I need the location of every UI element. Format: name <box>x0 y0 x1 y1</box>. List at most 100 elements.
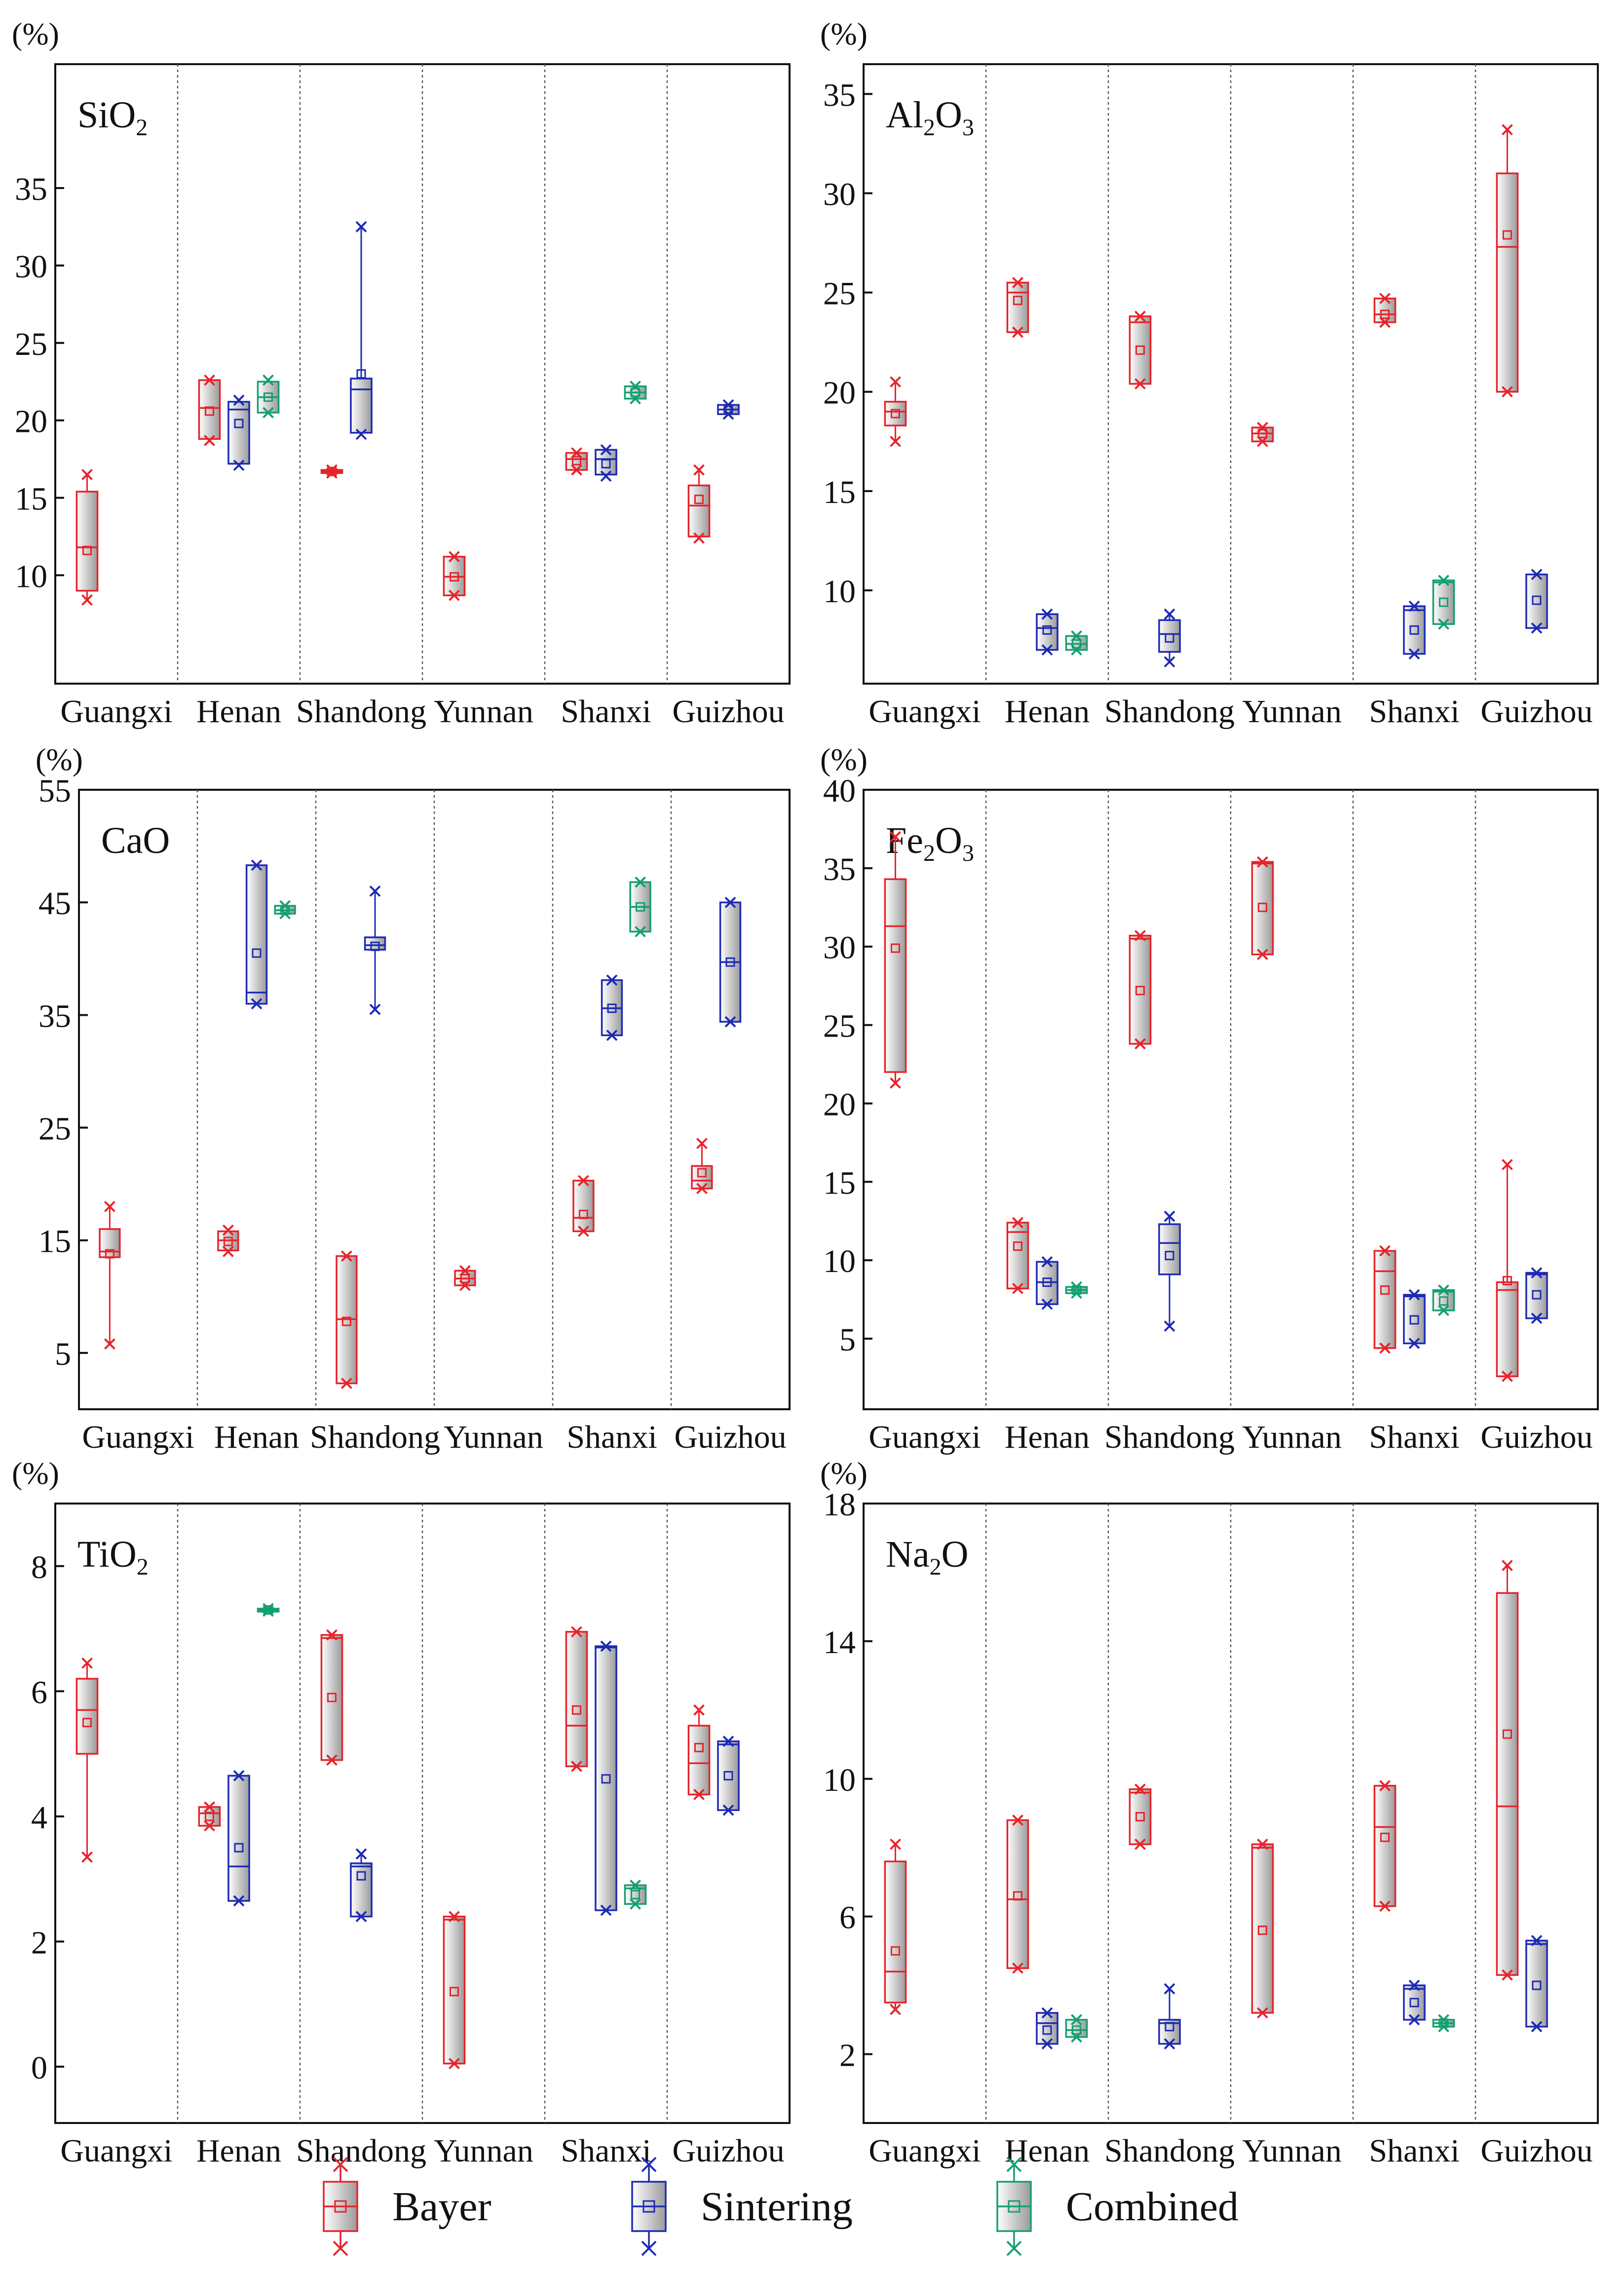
max-marker <box>233 1770 245 1781</box>
max-marker <box>571 447 582 459</box>
max-marker <box>1502 1560 1513 1571</box>
max-marker <box>1012 1217 1023 1229</box>
min-marker <box>577 1226 589 1237</box>
category-label: Henan <box>1005 1419 1090 1455</box>
mean-marker <box>723 1771 733 1780</box>
box-body <box>884 1860 907 2004</box>
y-axis-unit: (%) <box>820 1456 868 1491</box>
title-text: O <box>935 820 962 861</box>
box-shanxi-combined <box>629 876 651 937</box>
box-shandong-bayer <box>1129 310 1152 390</box>
y-tick-label: 0 <box>31 2050 47 2086</box>
mean-marker <box>571 456 581 465</box>
box-henan-combined <box>274 900 296 920</box>
min-marker <box>1379 1900 1391 1912</box>
y-tick-label: 30 <box>823 930 856 966</box>
y-tick-label: 18 <box>823 1487 856 1523</box>
category-label: Henan <box>214 1419 299 1455</box>
min-marker <box>81 594 93 606</box>
min-marker <box>1041 1298 1053 1310</box>
box-guizhou-bayer <box>1496 1158 1519 1382</box>
max-marker <box>1379 1780 1391 1792</box>
mean-marker <box>1165 633 1174 643</box>
max-marker <box>1164 608 1175 620</box>
box-henan-sintering <box>1036 2007 1058 2050</box>
mean-marker <box>1502 1729 1512 1739</box>
mean-marker <box>1135 345 1145 355</box>
mean-marker <box>449 572 459 582</box>
title-subscript: 3 <box>962 115 974 141</box>
max-marker <box>251 859 263 871</box>
box-body <box>1525 1272 1548 1319</box>
category-label: Shanxi <box>1369 1419 1459 1455</box>
mean-marker <box>1135 1812 1145 1821</box>
min-marker <box>1408 2014 1420 2026</box>
category-label: Shanxi <box>561 694 651 730</box>
max-marker <box>890 376 901 388</box>
box-body <box>565 1631 588 1768</box>
box-guizhou-bayer <box>691 1138 713 1195</box>
mean-marker <box>601 1774 611 1784</box>
box-guizhou-sintering <box>719 896 742 1028</box>
mean-marker <box>725 957 735 967</box>
mean-marker <box>1042 2025 1052 2035</box>
box-guizhou-sintering <box>717 399 740 420</box>
legend-max-marker <box>641 2157 657 2172</box>
y-axis-unit: (%) <box>36 742 83 777</box>
legend-item-combined: Combined <box>996 2157 1239 2256</box>
mean-marker <box>204 406 214 416</box>
mean-marker <box>1439 597 1449 607</box>
box-henan-sintering <box>245 859 268 1009</box>
box-body <box>1496 1281 1519 1378</box>
panel-title: Al2O3 <box>886 94 974 141</box>
max-marker <box>577 1175 589 1187</box>
category-label: Guangxi <box>869 694 981 730</box>
min-marker <box>571 464 582 476</box>
title-subscript: 2 <box>923 115 935 141</box>
max-marker <box>693 1704 705 1716</box>
legend-mean <box>1008 2200 1020 2213</box>
min-marker <box>1257 2007 1268 2019</box>
min-marker <box>606 1030 618 1041</box>
y-tick-label: 15 <box>38 1224 71 1260</box>
box-shanxi-combined <box>1432 575 1455 630</box>
legend-min-marker <box>641 2240 657 2256</box>
max-marker <box>1379 293 1391 305</box>
box-body <box>565 452 588 471</box>
title-text: O <box>935 94 962 136</box>
box-body <box>687 484 711 538</box>
mean-marker <box>578 1209 588 1219</box>
min-marker <box>1134 1838 1146 1850</box>
category-label: Henan <box>1005 2133 1090 2169</box>
min-marker <box>600 1904 612 1916</box>
max-marker <box>1257 1838 1268 1850</box>
category-label: Yunnan <box>1242 2133 1342 2169</box>
chart-panel-3: 5 15 25 35 45 55(%) Guangxi Henan Shandong Yunnan… <box>36 742 791 1455</box>
mean-marker <box>694 1742 704 1752</box>
min-marker <box>355 1911 367 1923</box>
mean-marker <box>1409 1998 1419 2008</box>
title-text: SiO <box>77 94 136 136</box>
box-guangxi-bayer <box>99 1200 121 1350</box>
chart-panel-1: 10 15 20 25 30 35 (%) Guangxi Henan Shandong Yunna… <box>12 16 791 730</box>
box-henan-bayer <box>1006 277 1029 338</box>
box-shandong-bayer <box>1129 930 1152 1050</box>
min-marker <box>263 407 274 419</box>
max-marker <box>1041 1256 1053 1268</box>
mean-marker <box>890 1946 900 1956</box>
max-marker <box>1502 124 1513 136</box>
mean-marker <box>601 459 611 468</box>
mean-marker <box>1165 1251 1174 1261</box>
mean-marker <box>1409 1315 1419 1325</box>
max-marker <box>104 1200 115 1212</box>
box-shanxi-sintering <box>1403 1289 1426 1349</box>
y-tick-label: 10 <box>823 574 856 610</box>
mean-marker <box>631 1890 641 1899</box>
legend-label: Sintering <box>701 2184 853 2230</box>
y-tick-label: 8 <box>31 1549 47 1585</box>
min-marker <box>1438 2021 1449 2033</box>
box-body <box>1525 574 1548 629</box>
box-henan-bayer <box>198 374 221 446</box>
box-body <box>1129 315 1152 385</box>
